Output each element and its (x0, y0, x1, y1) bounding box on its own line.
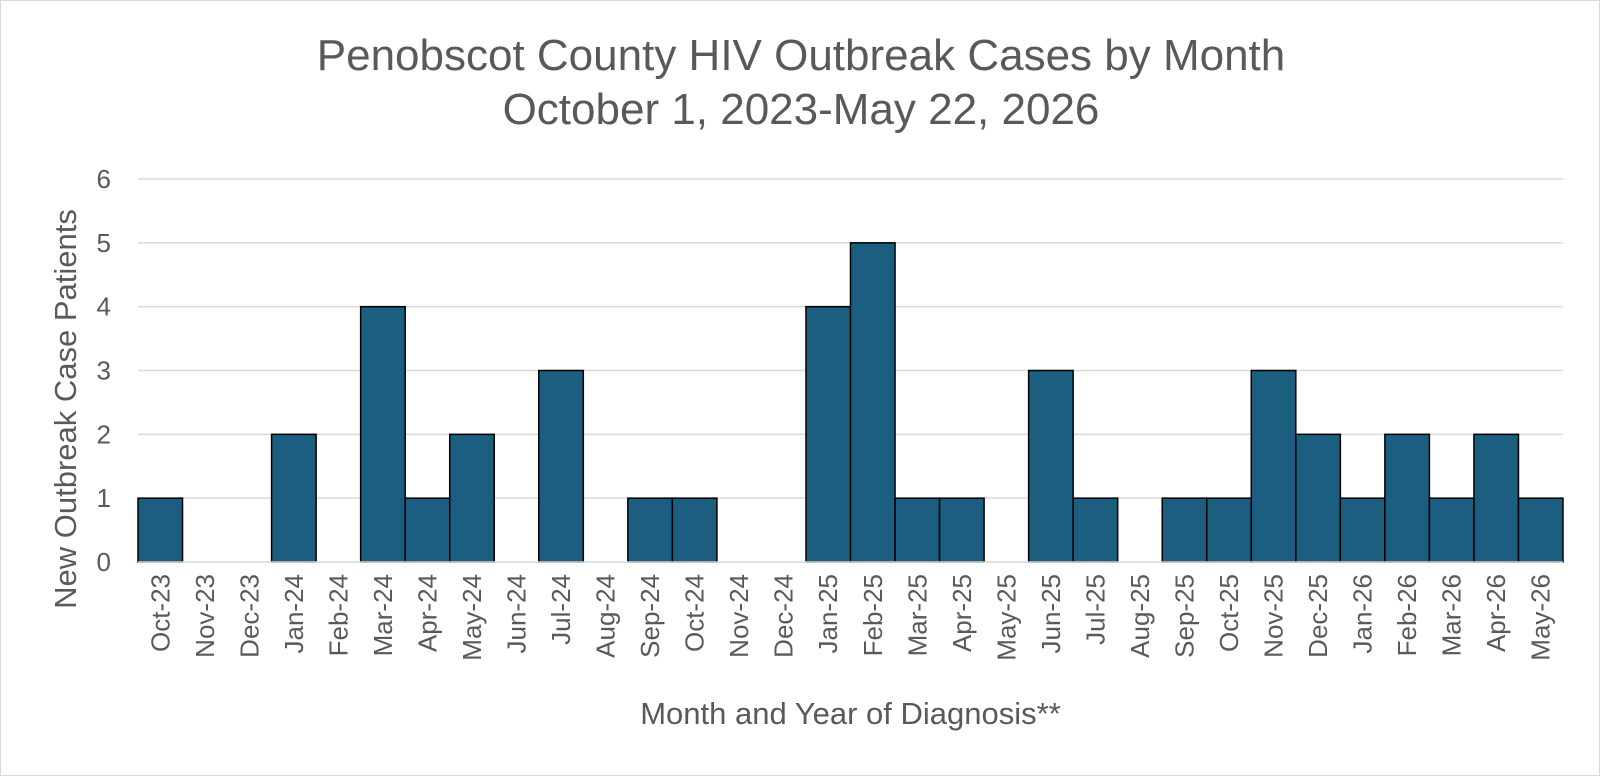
bars (137, 242, 1564, 563)
x-tick-label: Apr-26 (1481, 574, 1511, 652)
x-tick-label: May-26 (1526, 574, 1556, 661)
x-tick-label: Feb-24 (323, 574, 353, 656)
bar-oct-23 (137, 497, 184, 563)
x-tick-label: Oct-24 (680, 574, 710, 652)
chart-subtitle: October 1, 2023-May 22, 2026 (502, 85, 1100, 134)
bar-jan-25 (805, 305, 852, 563)
bar-may-24 (448, 433, 495, 563)
y-tick-label: 4 (97, 292, 111, 322)
bar-jul-24 (538, 369, 585, 563)
bar-jul-25 (1072, 497, 1119, 563)
bar-may-26 (1517, 497, 1564, 563)
bar-nov-25 (1250, 369, 1297, 563)
x-tick-label: Dec-23 (234, 574, 264, 658)
x-tick-label: Mar-25 (902, 574, 932, 656)
x-tick-label: Oct-25 (1214, 574, 1244, 652)
bar-sep-25 (1161, 497, 1208, 563)
chart-title: Penobscot County HIV Outbreak Cases by M… (316, 31, 1286, 80)
x-tick-label: Jul-24 (546, 574, 576, 645)
bar-apr-26 (1473, 433, 1520, 563)
bar-mar-25 (894, 497, 941, 563)
x-tick-label: May-25 (991, 574, 1021, 661)
bar-oct-25 (1206, 497, 1253, 563)
bar-mar-24 (359, 305, 406, 563)
y-tick-label: 0 (97, 547, 111, 577)
x-axis-title: Month and Year of Diagnosis** (640, 696, 1061, 731)
x-tick-label: Jan-26 (1348, 574, 1378, 654)
y-tick-label: 2 (97, 419, 111, 449)
x-tick-label: Aug-24 (591, 574, 621, 658)
y-tick-label: 6 (97, 164, 111, 194)
x-tick-label: Apr-24 (412, 574, 442, 652)
x-tick-label: Aug-25 (1125, 574, 1155, 658)
y-axis-ticks: 0 1 2 3 4 5 6 (97, 164, 111, 577)
x-tick-label: Jun-25 (1036, 574, 1066, 654)
bar-mar-26 (1428, 497, 1475, 563)
bar-apr-25 (938, 497, 985, 563)
x-tick-label: Dec-24 (769, 574, 799, 658)
bar-feb-26 (1384, 433, 1431, 563)
x-tick-label: Feb-26 (1392, 574, 1422, 656)
bar-jan-24 (270, 433, 317, 563)
x-tick-label: Sep-25 (1169, 574, 1199, 658)
x-tick-label: Mar-26 (1437, 574, 1467, 656)
x-tick-label: Nov-24 (724, 574, 754, 658)
x-tick-label: Nov-25 (1259, 574, 1289, 658)
bar-sep-24 (627, 497, 674, 563)
bar-feb-25 (849, 242, 896, 563)
x-tick-label: Jan-25 (813, 574, 843, 654)
x-tick-label: Nov-23 (190, 574, 220, 658)
bar-dec-25 (1295, 433, 1342, 563)
y-tick-label: 1 (97, 483, 111, 513)
x-tick-label: Dec-25 (1303, 574, 1333, 658)
x-tick-label: Jul-25 (1080, 574, 1110, 645)
bar-apr-24 (404, 497, 451, 563)
x-tick-label: Jan-24 (279, 574, 309, 654)
x-tick-label: Oct-23 (145, 574, 175, 652)
x-tick-label: Sep-24 (635, 574, 665, 658)
x-tick-label: May-24 (457, 574, 487, 661)
y-tick-label: 3 (97, 356, 111, 386)
bar-oct-24 (671, 497, 718, 563)
bar-jan-26 (1339, 497, 1386, 563)
x-axis-ticks: Oct-23 Nov-23 Dec-23 Jan-24 Feb-24 Mar-24 Apr-… (145, 574, 1555, 661)
y-axis-title: New Outbreak Case Patients (48, 209, 83, 609)
x-tick-label: Jun-24 (502, 574, 532, 654)
bar-jun-25 (1027, 369, 1074, 563)
y-tick-label: 5 (97, 228, 111, 258)
x-tick-label: Feb-25 (858, 574, 888, 656)
x-tick-label: Apr-25 (947, 574, 977, 652)
x-tick-label: Mar-24 (368, 574, 398, 656)
